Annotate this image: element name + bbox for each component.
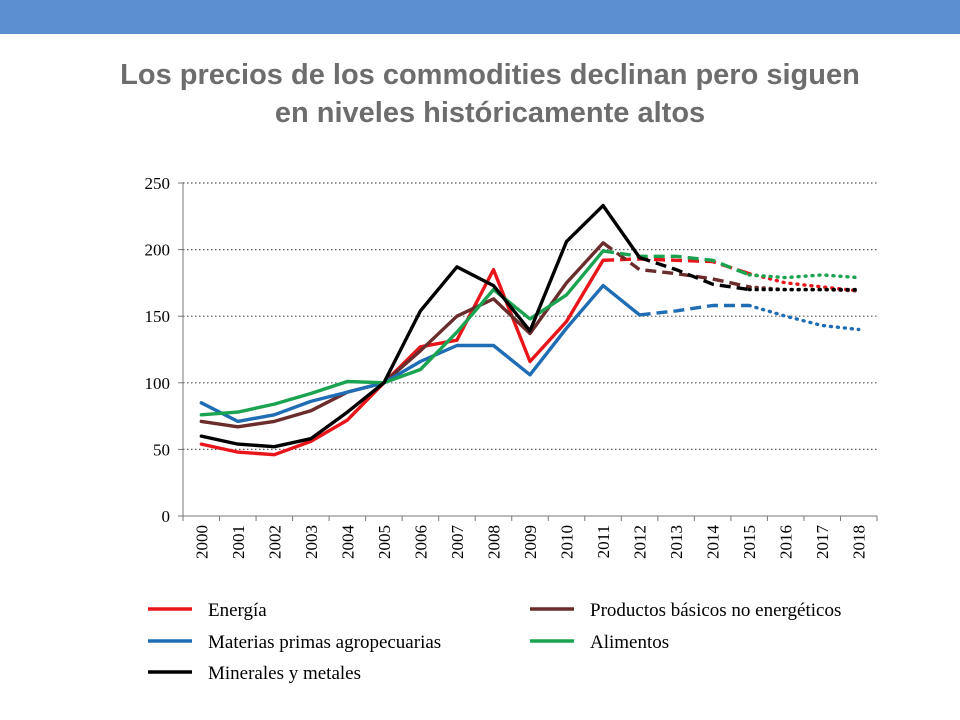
chart-legend: Energía Productos básicos no energéticos M… xyxy=(148,600,841,684)
x-tick-label: 2004 xyxy=(338,525,357,560)
series-line-solid xyxy=(199,283,642,424)
legend-item-1: Energía xyxy=(148,600,267,621)
series-line-solid xyxy=(199,249,605,417)
x-tick-label: 2016 xyxy=(777,525,796,559)
chart-series xyxy=(199,203,861,457)
y-tick-label: 200 xyxy=(145,241,171,260)
series-line-solid xyxy=(199,241,605,429)
x-tick-label: 2012 xyxy=(631,525,650,559)
y-tick-label: 100 xyxy=(145,374,171,393)
y-tick-label: 250 xyxy=(145,174,171,193)
page-title-line-1: Los precios de los commodities declinan … xyxy=(120,59,860,91)
y-tick-label: 50 xyxy=(153,440,170,459)
x-tick-label: 2002 xyxy=(265,525,284,559)
legend-item-5: Minerales y metales xyxy=(148,663,361,684)
legend-label: Productos básicos no energéticos xyxy=(590,600,841,621)
y-axis-tick-labels: 0 50 100 150 200 250 xyxy=(145,174,171,526)
x-tick-label: 2017 xyxy=(813,525,832,560)
legend-item-4: Alimentos xyxy=(530,632,669,653)
legend-label: Alimentos xyxy=(590,632,669,653)
y-tick-label: 0 xyxy=(162,507,171,526)
series-5 xyxy=(199,203,861,449)
legend-item-2: Productos básicos no energéticos xyxy=(530,600,841,621)
series-line-dashed xyxy=(602,249,750,277)
x-tick-label: 2010 xyxy=(558,525,577,559)
x-tick-label: 2008 xyxy=(484,525,503,559)
legend-label: Minerales y metales xyxy=(208,663,361,684)
x-tick-label: 2006 xyxy=(411,525,430,559)
series-line-dashed xyxy=(639,255,750,292)
series-line-dotted xyxy=(747,303,861,332)
series-line-dotted xyxy=(747,273,861,280)
x-tick-label: 2003 xyxy=(302,525,321,559)
series-2 xyxy=(199,241,861,429)
legend-label: Materias primas agropecuarias xyxy=(208,632,441,653)
chart-axes xyxy=(178,182,878,521)
x-tick-label: 2007 xyxy=(448,525,467,560)
x-tick-label: 2009 xyxy=(521,525,540,559)
x-tick-label: 2014 xyxy=(704,525,723,560)
x-tick-label: 2011 xyxy=(594,525,613,558)
x-tick-label: 2015 xyxy=(740,525,759,559)
page-title: Los precios de los commodities declinan … xyxy=(40,56,940,132)
x-tick-label: 2005 xyxy=(375,525,394,559)
x-tick-label: 2018 xyxy=(850,525,869,559)
series-3 xyxy=(199,283,861,424)
top-accent-bar xyxy=(0,0,960,34)
series-line-dashed xyxy=(639,303,750,317)
legend-label: Energía xyxy=(208,600,267,621)
series-line-solid xyxy=(199,203,642,449)
x-tick-label: 2000 xyxy=(192,525,211,559)
y-tick-label: 150 xyxy=(145,307,171,326)
page-title-line-2: en niveles históricamente altos xyxy=(274,97,706,129)
legend-item-3: Materias primas agropecuarias xyxy=(148,632,441,653)
series-1 xyxy=(199,257,861,457)
x-tick-label: 2001 xyxy=(229,525,248,559)
x-tick-label: 2013 xyxy=(667,525,686,559)
x-axis-tick-labels: 2000 2001 2002 2003 2004 2005 2006 2007 2008 2009… xyxy=(192,525,868,560)
